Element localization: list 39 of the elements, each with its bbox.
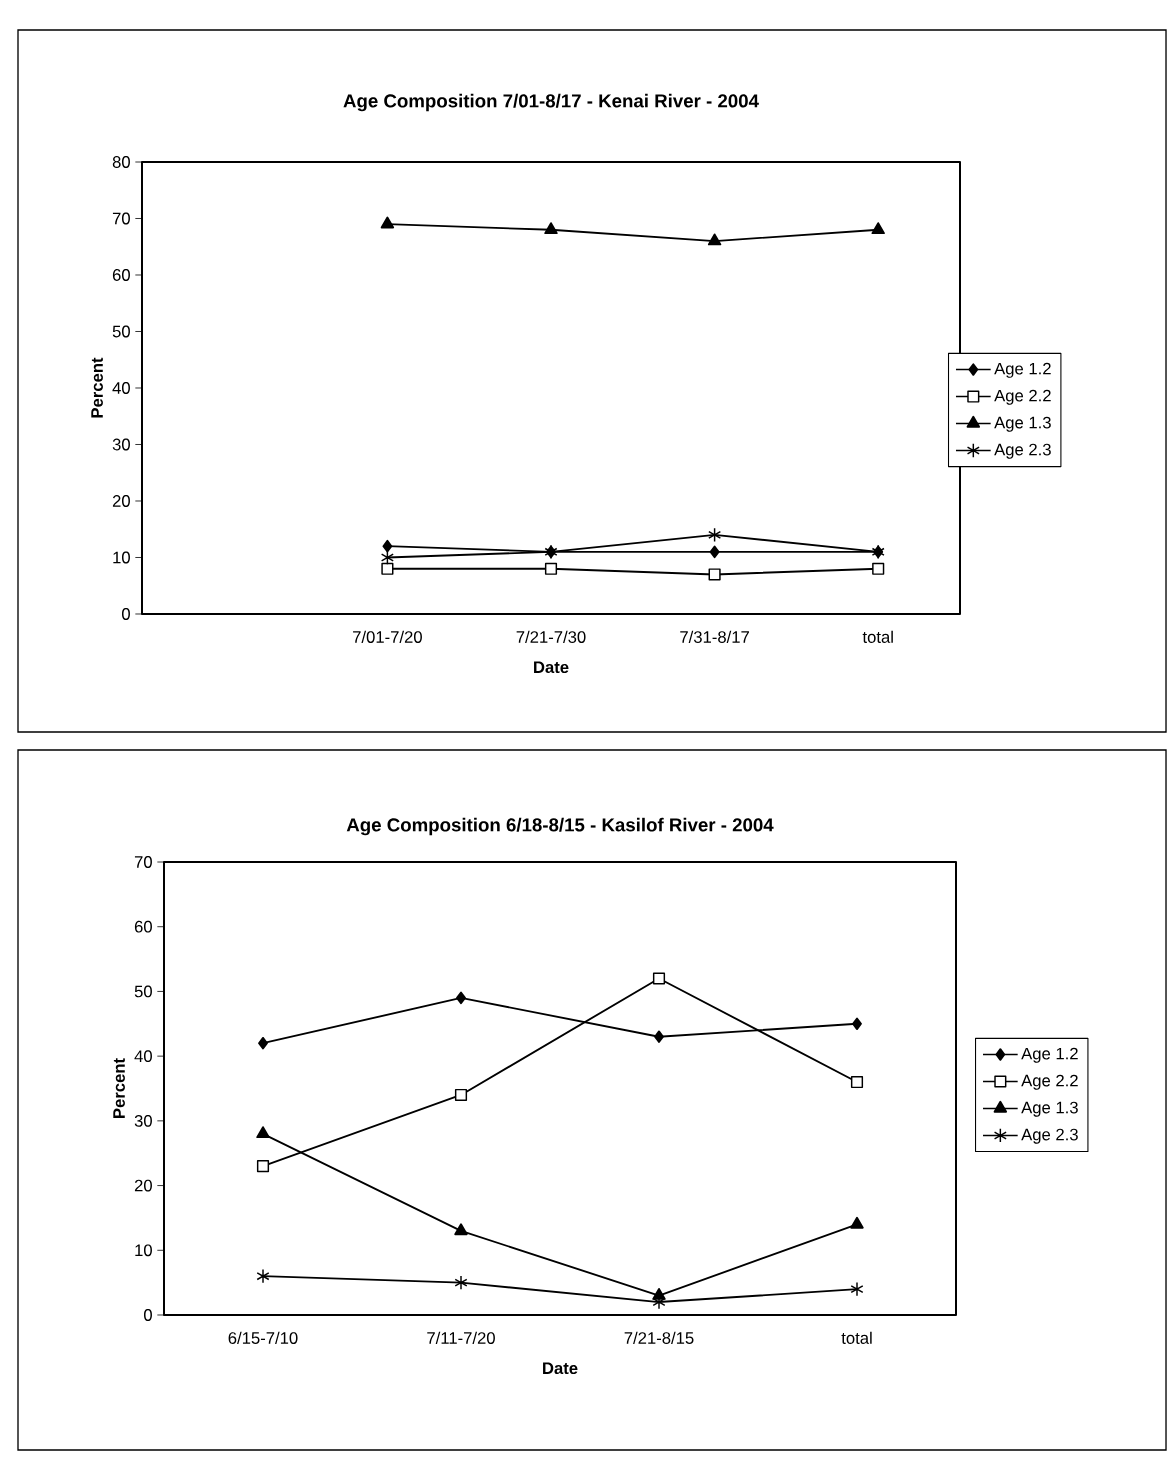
y-tick-label: 30 [112,438,130,451]
y-tick-label: 70 [134,856,152,868]
legend-label: Age 2.2 [994,389,1051,405]
x-tick-label: 7/11-7/20 [427,1331,495,1344]
y-tick-label: 20 [134,1179,152,1192]
legend-label: Age 2.3 [1021,1128,1078,1144]
x-tick-label: 6/15-7/10 [228,1331,298,1344]
legend-label: Age 1.3 [994,416,1051,432]
x-tick-label: 7/01-7/20 [353,630,422,643]
y-tick-label: 40 [112,382,130,394]
y-axis-title: Percent [113,1058,125,1118]
y-tick-label: 40 [134,1050,152,1063]
y-tick-label: 0 [144,1309,152,1321]
y-tick-label: 60 [134,920,152,933]
y-tick-label: 10 [113,551,130,564]
chart-title: Age Composition 6/18-8/15 - Kasilof River - 2004 [346,817,774,836]
y-tick-label: 70 [112,212,130,225]
y-tick-label: 30 [134,1114,152,1127]
chart-title: Age Composition 7/01-8/17 - Kenai River - 2004 [343,93,759,112]
y-tick-label: 80 [112,156,130,168]
legend-label: Age 1.2 [1021,1047,1078,1063]
x-axis-title: Date [534,661,569,674]
legend-label: Age 1.2 [994,362,1051,378]
y-tick-label: 60 [112,269,130,281]
x-tick-label: 7/31-8/17 [680,630,749,643]
y-tick-label: 0 [122,608,130,620]
y-tick-label: 20 [112,495,130,507]
legend-label: Age 2.2 [1021,1074,1078,1090]
y-tick-label: 50 [134,985,152,998]
x-tick-label: 7/21-7/30 [516,630,586,643]
legend-label: Age 2.3 [994,443,1051,459]
x-tick-label: total [841,1331,872,1344]
x-tick-label: 7/21-8/15 [624,1331,694,1344]
y-tick-label: 10 [135,1244,152,1257]
x-axis-title: Date [543,1362,578,1375]
y-axis-title: Percent [91,357,103,418]
y-tick-label: 50 [112,325,130,338]
legend-label: Age 1.3 [1021,1101,1078,1117]
x-tick-label: total [862,630,893,643]
